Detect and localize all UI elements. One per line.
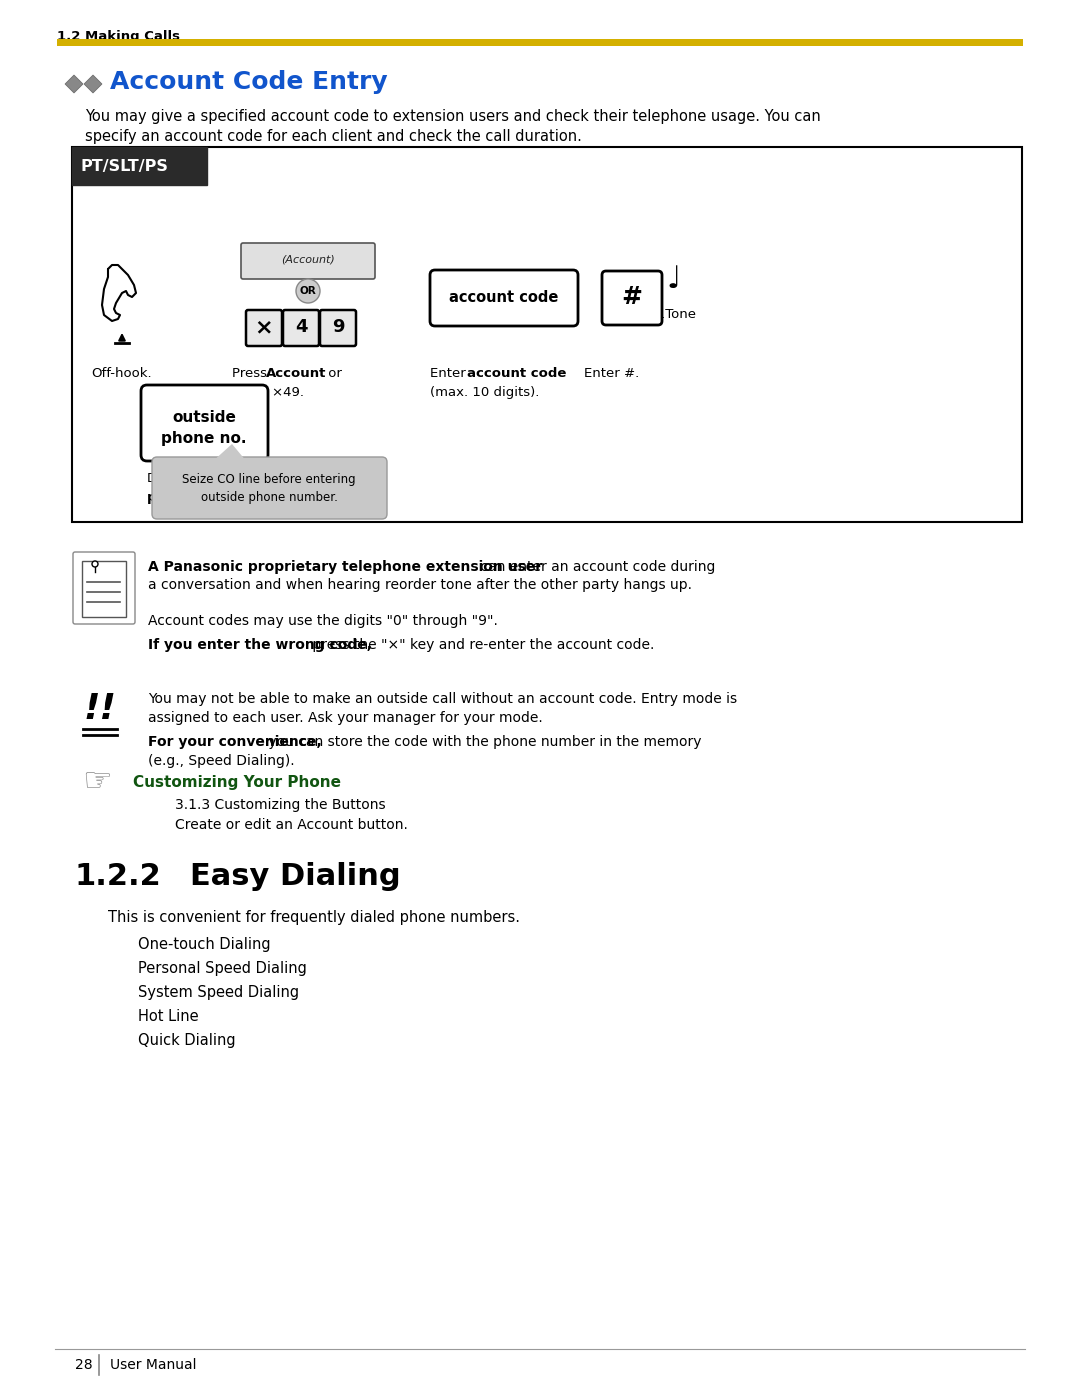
FancyBboxPatch shape (602, 271, 662, 326)
FancyBboxPatch shape (152, 457, 387, 520)
Text: 4: 4 (295, 319, 307, 337)
Text: 1.2 Making Calls: 1.2 Making Calls (57, 29, 180, 43)
Bar (72, 147, 1022, 522)
Polygon shape (102, 265, 136, 321)
Polygon shape (84, 75, 102, 94)
Bar (82, 562, 126, 617)
Text: You may not be able to make an outside call without an account code. Entry mode : You may not be able to make an outside c… (148, 692, 738, 705)
Text: Easy Dialing: Easy Dialing (190, 862, 401, 891)
Text: This is convenient for frequently dialed phone numbers.: This is convenient for frequently dialed… (108, 909, 519, 925)
Text: PT/SLT/PS: PT/SLT/PS (80, 158, 167, 173)
Text: (e.g., Speed Dialing).: (e.g., Speed Dialing). (148, 754, 295, 768)
Text: Account codes may use the digits "0" through "9".: Account codes may use the digits "0" thr… (148, 615, 498, 629)
Text: ☞: ☞ (82, 766, 112, 799)
Text: 28: 28 (75, 1358, 93, 1372)
Text: Press: Press (232, 367, 271, 380)
Text: For your convenience,: For your convenience, (148, 735, 322, 749)
Text: outside: outside (175, 472, 231, 485)
Text: (max. 10 digits).: (max. 10 digits). (430, 386, 539, 400)
Text: Quick Dialing: Quick Dialing (138, 1032, 235, 1048)
Text: phone number: phone number (147, 490, 256, 504)
Circle shape (92, 562, 98, 567)
Bar (57, 39, 1023, 46)
Text: Account: Account (266, 367, 326, 380)
Text: 9: 9 (332, 319, 345, 337)
FancyBboxPatch shape (320, 310, 356, 346)
Polygon shape (105, 415, 116, 429)
Text: A Panasonic proprietary telephone extension user: A Panasonic proprietary telephone extens… (148, 560, 542, 574)
Text: 3.1.3 Customizing the Buttons: 3.1.3 Customizing the Buttons (175, 798, 386, 812)
Text: !!: !! (83, 692, 117, 726)
Text: You may give a specified account code to extension users and check their telepho: You may give a specified account code to… (85, 109, 821, 124)
Text: specify an account code for each client and check the call duration.: specify an account code for each client … (85, 129, 582, 144)
Polygon shape (212, 444, 247, 462)
Text: account code: account code (449, 289, 558, 305)
Polygon shape (586, 289, 598, 305)
Text: .: . (229, 490, 233, 504)
Text: Dial: Dial (147, 472, 177, 485)
Text: 1.2.2: 1.2.2 (75, 862, 162, 891)
Text: a conversation and when hearing reorder tone after the other party hangs up.: a conversation and when hearing reorder … (148, 578, 692, 592)
Text: Account Code Entry: Account Code Entry (110, 70, 388, 94)
Text: System Speed Dialing: System Speed Dialing (138, 985, 299, 1000)
Text: Hot Line: Hot Line (138, 1009, 199, 1024)
Text: Customizing Your Phone: Customizing Your Phone (133, 774, 341, 789)
Text: or: or (324, 367, 342, 380)
Text: Personal Speed Dialing: Personal Speed Dialing (138, 961, 307, 977)
FancyBboxPatch shape (241, 243, 375, 279)
Text: User Manual: User Manual (110, 1358, 197, 1372)
FancyBboxPatch shape (430, 270, 578, 326)
Text: Enter: Enter (430, 367, 470, 380)
Polygon shape (162, 289, 174, 305)
Text: phone no.: phone no. (161, 432, 246, 447)
Text: (Account): (Account) (281, 256, 335, 265)
Text: outside: outside (172, 409, 235, 425)
Polygon shape (119, 415, 130, 429)
Polygon shape (65, 75, 83, 94)
Bar (72, 147, 207, 184)
Polygon shape (710, 291, 721, 303)
Polygon shape (415, 289, 427, 305)
Text: D.Tone: D.Tone (651, 309, 697, 321)
Text: One-touch Dialing: One-touch Dialing (138, 937, 271, 951)
Text: account code: account code (467, 367, 566, 380)
Polygon shape (724, 291, 735, 303)
Text: assigned to each user. Ask your manager for your mode.: assigned to each user. Ask your manager … (148, 711, 543, 725)
Text: you can store the code with the phone number in the memory: you can store the code with the phone nu… (264, 735, 702, 749)
Text: If you enter the wrong code,: If you enter the wrong code, (148, 638, 372, 652)
Circle shape (296, 279, 320, 303)
Text: ♩: ♩ (666, 264, 681, 293)
Text: press the "×" key and re-enter the account code.: press the "×" key and re-enter the accou… (308, 638, 654, 652)
Text: ×: × (255, 317, 273, 337)
FancyBboxPatch shape (73, 552, 135, 624)
Text: enter ×49.: enter ×49. (232, 386, 303, 400)
Text: Enter #.: Enter #. (584, 367, 639, 380)
Text: can enter an account code during: can enter an account code during (476, 560, 715, 574)
Text: Create or edit an Account button.: Create or edit an Account button. (175, 819, 408, 833)
FancyBboxPatch shape (246, 310, 282, 346)
Text: Seize CO line before entering
outside phone number.: Seize CO line before entering outside ph… (183, 472, 355, 503)
Text: OR: OR (299, 286, 316, 296)
FancyBboxPatch shape (283, 310, 319, 346)
Text: Off-hook.: Off-hook. (92, 367, 152, 380)
Text: #: # (621, 285, 643, 309)
FancyBboxPatch shape (141, 386, 268, 461)
